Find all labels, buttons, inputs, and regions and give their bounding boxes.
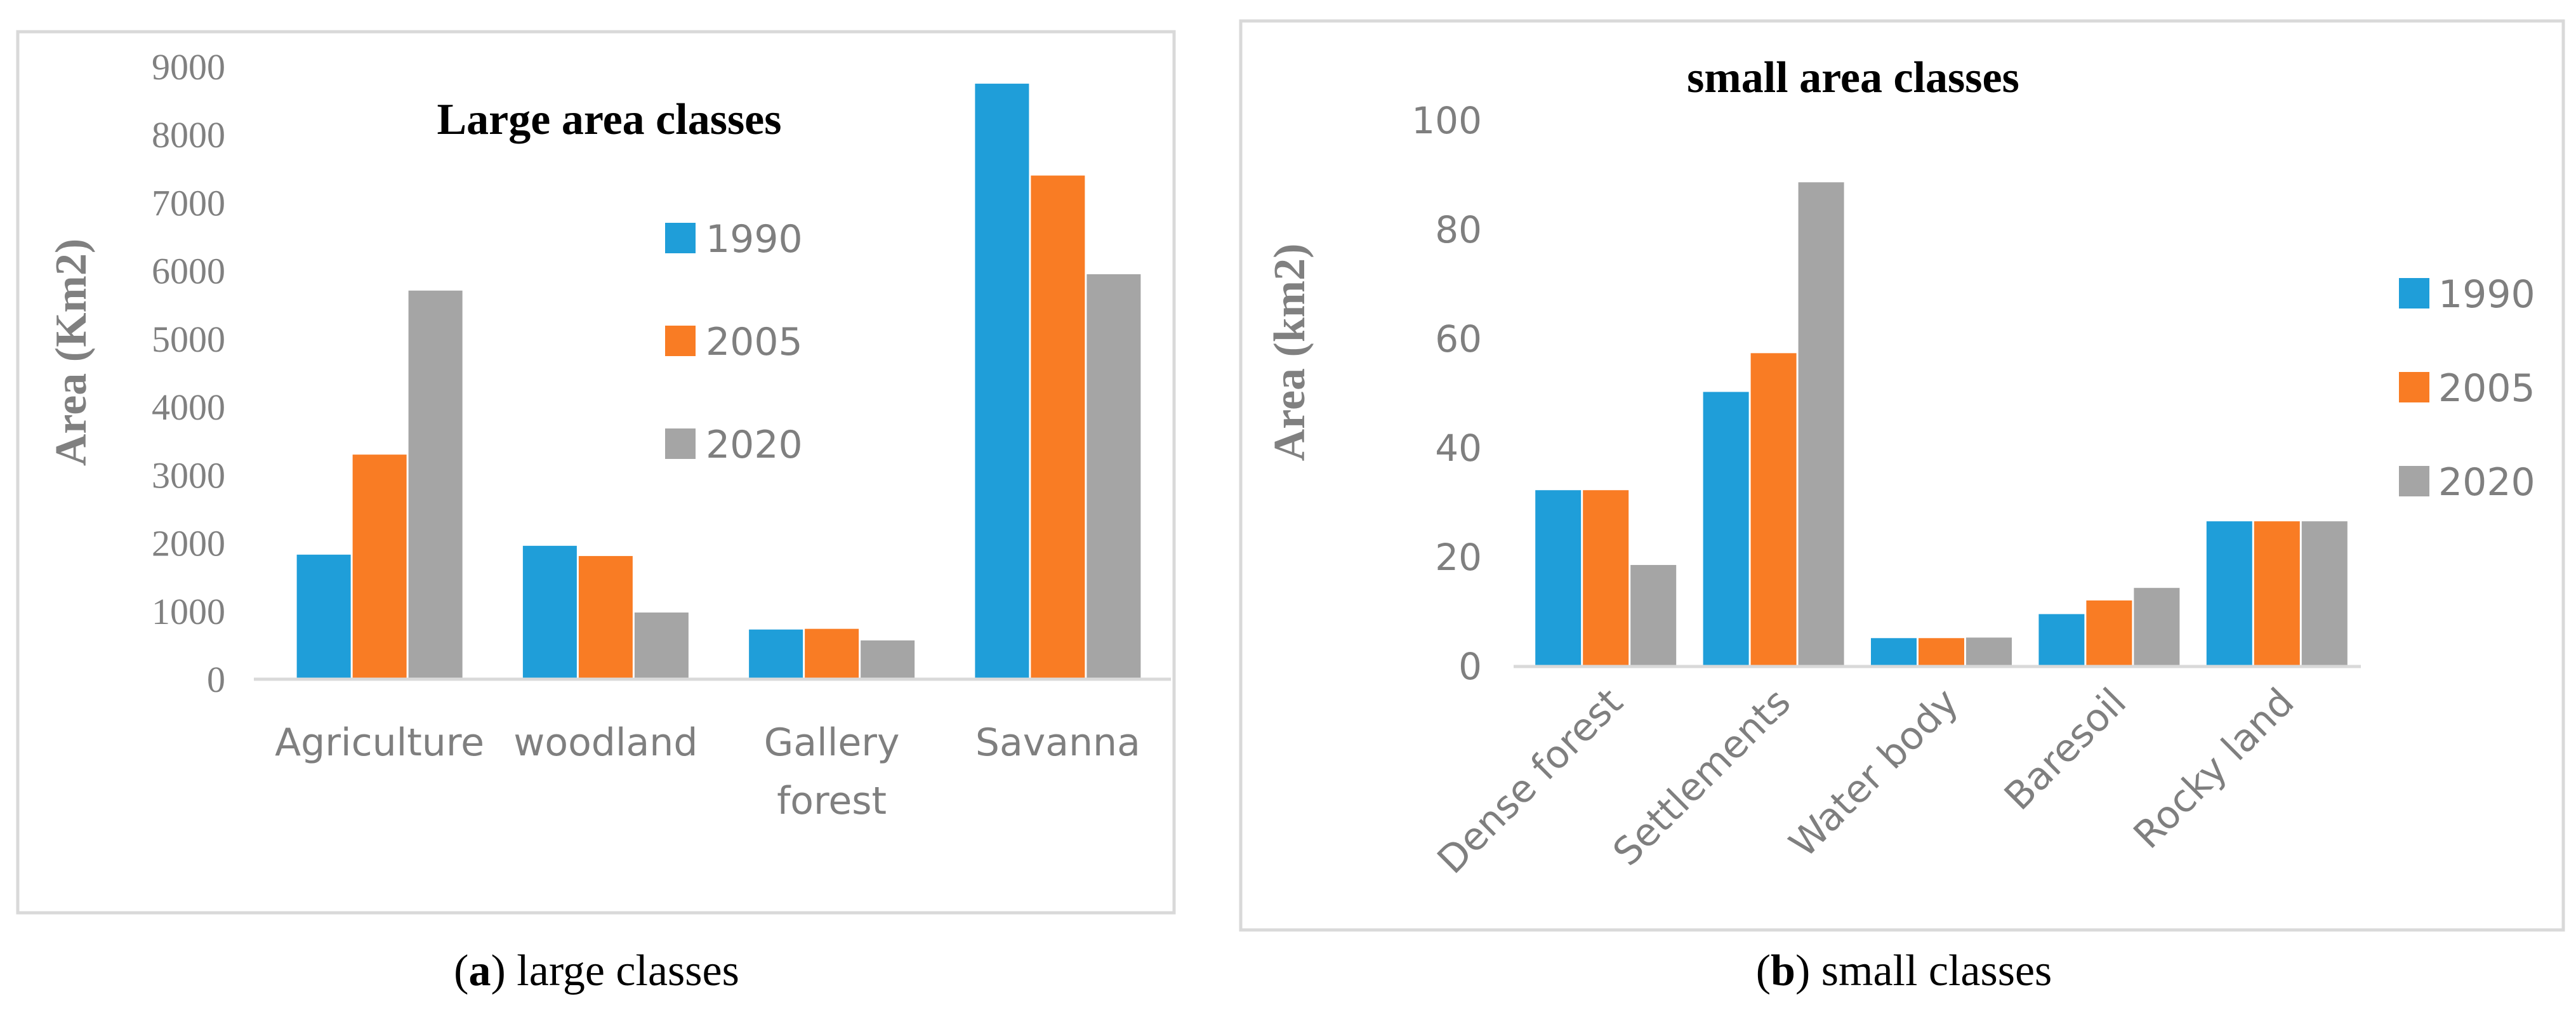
caption-b: (b) small classes [1755,946,2052,995]
chart-a-legend-swatch-1990 [665,223,696,253]
chart-b-bars [1535,182,2348,667]
chart-b-legend-swatch-2020 [2399,466,2429,496]
chart-b-legend-swatch-1990 [2399,278,2429,308]
chart-a-legend-label-1990: 1990 [706,217,803,262]
chart-a-bar-1990-1 [522,545,577,679]
chart-b-bar-2020-4 [2301,521,2348,667]
chart-a-x-label-1: woodland [513,720,697,765]
chart-a-bar-1990-0 [296,554,351,679]
chart-b-y-axis-label: Area (km2) [1265,244,1314,461]
chart-b-bar-1990-1 [1703,392,1749,667]
chart-b-title: small area classes [1687,53,2019,102]
chart-b-frame [1239,19,2565,932]
chart-a-x-labels: Agriculture woodland Gallery forest Savanna [275,720,1140,823]
chart-a-y-tick-7: 7000 [152,182,225,223]
chart-b-y-tick-3: 60 [1435,317,1482,361]
chart-b-bar-2020-3 [2134,588,2180,667]
chart-b-bar-2020-1 [1798,182,1844,667]
chart-b-bar-2020-0 [1630,565,1677,667]
chart-b-bar-1990-4 [2206,521,2252,667]
chart-b-bar-2005-2 [1919,638,1964,667]
chart-b-bar-2005-1 [1750,353,1797,667]
chart-b-y-tick-2: 40 [1435,427,1482,470]
chart-b-bar-1990-2 [1871,638,1917,667]
chart-a-title: Large area classes [437,95,781,144]
chart-b-legend-label-2020: 2020 [2438,460,2535,505]
chart-b-legend: 1990 2005 2020 [2399,272,2535,505]
chart-a-bar-2005-0 [352,454,407,679]
chart-a-bar-2020-2 [861,640,915,679]
chart-b-legend-label-1990: 1990 [2438,272,2535,317]
chart-a-y-axis-label: Area (Km2) [47,239,96,466]
caption-a-letter: a [468,946,491,995]
chart-b-y-tick-5: 100 [1411,99,1482,142]
chart-a-y-ticks: 0 1000 2000 3000 4000 5000 6000 7000 8000 9000 [152,46,225,700]
chart-b-y-tick-0: 0 [1458,645,1482,688]
chart-a-y-tick-5: 5000 [152,319,225,360]
chart-a-legend: 1990 2005 2020 [665,217,803,467]
chart-a-bar-1990-2 [749,629,803,679]
chart-b-bar-2005-4 [2254,521,2300,667]
chart-a-bar-2005-1 [578,555,633,679]
chart-a-x-label-0: Agriculture [275,720,484,765]
caption-a: (a) large classes [454,946,739,995]
chart-a-x-label-3: Savanna [975,720,1140,765]
chart-a-legend-swatch-2020 [665,428,696,459]
caption-b-text: small classes [1810,946,2052,995]
chart-a-bar-2005-3 [1031,175,1085,679]
chart-a: Large area classes Area (Km2) 0 1000 2000 3… [47,46,1171,823]
chart-b-bar-1990-0 [1535,490,1582,667]
chart-a-bar-1990-3 [975,83,1029,680]
chart-b-bar-1990-3 [2038,614,2085,667]
chart-a-bars [296,83,1141,680]
chart-a-y-tick-2: 2000 [152,523,225,564]
chart-a-bar-2005-2 [805,628,859,679]
chart-a-legend-swatch-2005 [665,326,696,356]
chart-a-bar-2020-3 [1087,274,1141,679]
chart-a-y-tick-0: 0 [207,659,225,700]
chart-b-bar-2020-2 [1966,637,2012,667]
chart-b-legend-label-2005: 2005 [2438,366,2535,411]
chart-a-y-tick-8: 8000 [152,114,225,156]
chart-b-bar-2005-0 [1583,490,1629,667]
chart-b-y-tick-1: 20 [1435,536,1482,579]
chart-b-y-tick-4: 80 [1435,208,1482,251]
caption-a-text: large classes [505,946,739,995]
chart-a-y-tick-1: 1000 [152,591,225,632]
chart-a-y-tick-4: 4000 [152,387,225,428]
chart-b-legend-swatch-2005 [2399,372,2429,402]
chart-a-legend-label-2020: 2020 [706,423,803,467]
chart-a-x-label-2: Gallery forest [764,720,900,823]
chart-a-bar-2020-0 [408,290,463,679]
chart-a-legend-label-2005: 2005 [706,320,803,364]
chart-b-bar-2005-3 [2086,600,2132,667]
chart-a-bar-2020-1 [634,612,689,679]
chart-a-y-tick-6: 6000 [152,251,225,292]
chart-a-y-tick-9: 9000 [152,46,225,88]
caption-b-letter: b [1771,946,1795,995]
chart-b-y-ticks: 0 20 40 60 80 100 [1411,99,1482,688]
chart-a-y-tick-3: 3000 [152,454,225,496]
